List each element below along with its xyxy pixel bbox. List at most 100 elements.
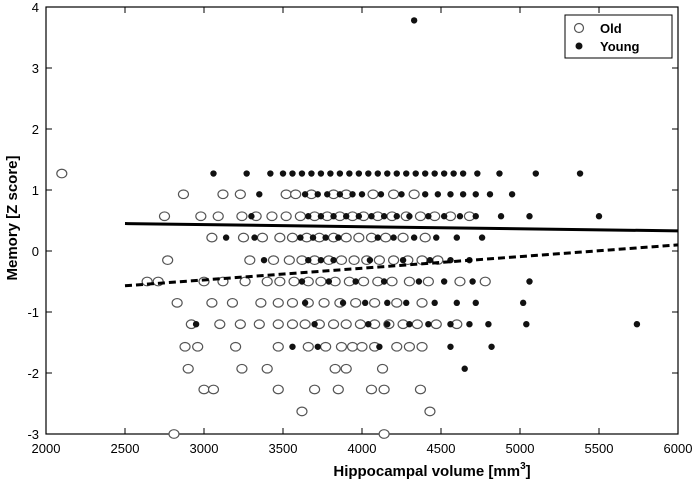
young-point: [366, 256, 374, 264]
young-point: [472, 191, 479, 198]
old-point: [369, 297, 381, 308]
young-point: [488, 343, 495, 350]
young-point: [267, 170, 274, 177]
old-point: [388, 189, 400, 200]
old-point: [253, 319, 265, 330]
old-point: [168, 429, 180, 439]
young-point: [222, 234, 230, 241]
old-point: [274, 232, 286, 243]
young-point: [478, 234, 486, 241]
young-point: [474, 170, 481, 177]
old-point: [226, 297, 239, 308]
young-point: [425, 321, 432, 328]
young-point: [456, 213, 464, 220]
young-point: [336, 170, 344, 177]
young-point: [330, 213, 337, 220]
young-point: [393, 213, 400, 220]
old-point: [416, 297, 428, 308]
old-point: [388, 255, 400, 266]
old-point: [403, 276, 415, 287]
old-point: [354, 319, 367, 330]
old-point: [280, 211, 292, 222]
old-point: [411, 319, 423, 330]
old-point: [378, 384, 390, 395]
young-point: [317, 170, 325, 177]
young-point: [314, 191, 321, 198]
legend-old-label: Old: [600, 21, 622, 36]
y-axis-title: Memory [Z score]: [4, 155, 21, 280]
young-point: [376, 343, 383, 350]
old-point: [236, 211, 248, 222]
old-point: [340, 319, 352, 330]
old-point: [309, 384, 321, 395]
x-tick-label: 5000: [506, 441, 535, 456]
old-point: [272, 319, 284, 330]
young-point: [210, 170, 217, 177]
young-point: [453, 299, 460, 307]
young-point: [425, 213, 432, 220]
young-point: [431, 170, 438, 177]
young-point: [459, 191, 467, 198]
young-point: [403, 170, 410, 177]
old-point: [179, 341, 191, 352]
old-point: [479, 276, 491, 287]
old-point: [182, 363, 194, 374]
old-point: [294, 211, 306, 222]
young-point: [426, 256, 434, 264]
old-point: [158, 211, 171, 222]
x-tick-label: 4000: [348, 441, 377, 456]
old-point: [244, 255, 256, 266]
old-point: [332, 384, 344, 395]
young-point: [450, 170, 457, 177]
young-point: [330, 256, 337, 264]
old-point: [267, 255, 280, 266]
young-point: [352, 278, 359, 285]
young-point: [298, 170, 306, 177]
young-point: [368, 213, 375, 220]
old-point: [214, 319, 226, 330]
old-point: [266, 211, 278, 222]
old-point: [234, 319, 246, 330]
young-point: [355, 170, 363, 177]
old-point: [348, 255, 360, 266]
y-tick-label: 2: [32, 122, 39, 137]
young-point: [390, 234, 397, 241]
old-point: [234, 189, 246, 200]
old-point: [380, 232, 392, 243]
old-point: [206, 232, 218, 243]
old-point: [286, 297, 299, 308]
young-point: [384, 321, 391, 328]
old-point: [302, 341, 314, 352]
young-point: [410, 17, 418, 24]
old-point: [424, 406, 436, 417]
old-point: [177, 189, 190, 200]
young-point: [412, 170, 419, 177]
old-point: [272, 297, 284, 308]
old-series: [56, 168, 491, 439]
young-point: [532, 170, 539, 177]
young-point: [365, 321, 372, 328]
young-point: [526, 278, 533, 285]
old-point: [335, 255, 348, 266]
old-point: [290, 189, 302, 200]
young-point: [335, 234, 342, 241]
old-point: [56, 168, 68, 179]
young-point: [466, 321, 473, 328]
legend-young-label: Young: [600, 39, 640, 54]
young-point: [380, 213, 388, 220]
young-fit-line: [124, 222, 679, 233]
young-point: [365, 170, 372, 177]
fit-lines: [124, 222, 679, 288]
old-point: [378, 429, 390, 439]
young-point: [298, 278, 306, 285]
old-point: [454, 276, 466, 287]
x-tick-label: 6000: [664, 441, 693, 456]
young-point: [526, 213, 533, 220]
young-point: [349, 191, 356, 198]
young-point: [472, 299, 479, 307]
young-point: [384, 299, 391, 307]
young-point: [325, 278, 333, 285]
old-point: [236, 363, 248, 374]
old-point: [414, 384, 427, 395]
